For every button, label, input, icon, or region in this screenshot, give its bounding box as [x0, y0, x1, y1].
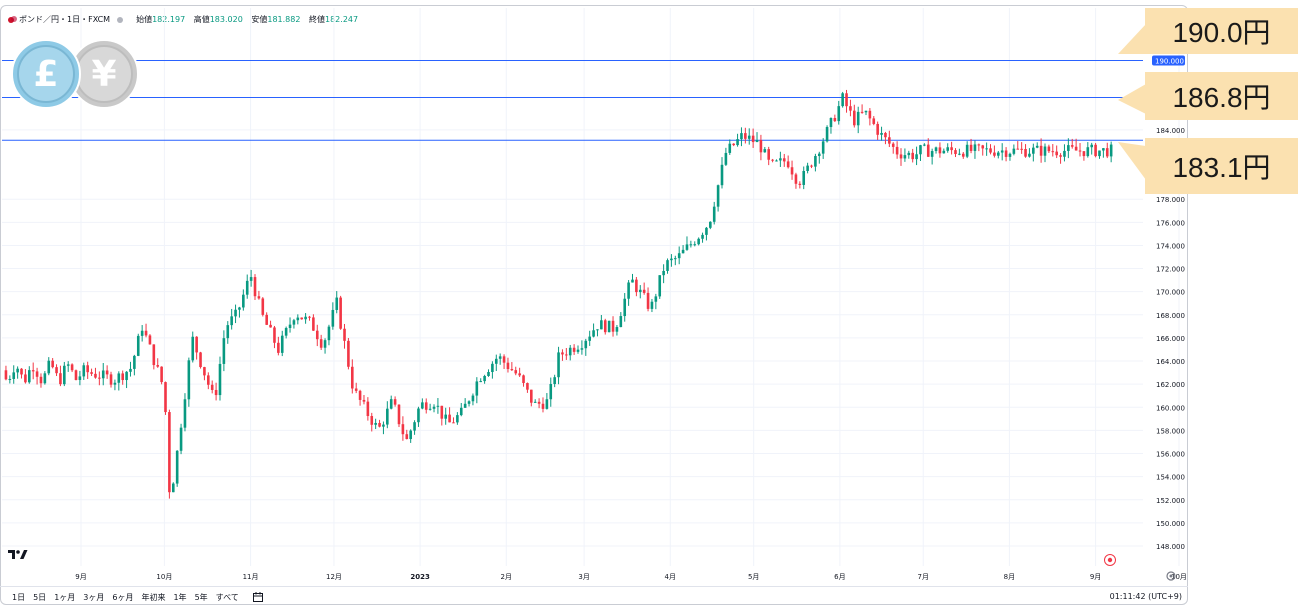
tradingview-logo-icon[interactable]: [8, 549, 28, 561]
yen-coin-icon: ¥: [69, 39, 138, 109]
timeframe-button[interactable]: すべて: [215, 593, 239, 602]
callout-186-8: 186.8円: [1145, 72, 1298, 120]
callout-183-1: 183.1円: [1145, 138, 1298, 194]
symbol-label[interactable]: ポンド／円・1日・FXCM: [8, 14, 110, 25]
calendar-range-icon[interactable]: [252, 591, 264, 603]
timeframe-button[interactable]: 1ヶ月: [54, 593, 76, 602]
timeframe-buttons: 1日 5日 1ヶ月 3ヶ月 6ヶ月 年初来 1年 5年 すべて: [12, 592, 239, 603]
callout-pointer-2: [1118, 84, 1146, 114]
timeframe-button[interactable]: 年初来: [141, 593, 166, 602]
close-label: 終値: [309, 15, 325, 24]
bottom-toolbar: 1日 5日 1ヶ月 3ヶ月 6ヶ月 年初来 1年 5年 すべて 01:11:42 (UTC+9): [0, 586, 1188, 607]
symbol-legend: ポンド／円・1日・FXCM 始値182.197 高値183.020 安値181.…: [8, 14, 358, 25]
high-label: 高値: [193, 15, 210, 24]
close-value: 182.247: [325, 15, 359, 24]
gear-icon[interactable]: [1165, 570, 1177, 582]
timeframe-button[interactable]: 5年: [194, 593, 208, 602]
flag-icon: [8, 16, 17, 23]
low-label: 安値: [251, 15, 268, 24]
market-status-icon: [117, 16, 124, 23]
target-icon[interactable]: [1103, 553, 1117, 567]
low-value: 181.882: [267, 15, 301, 24]
open-label: 始値: [136, 15, 153, 24]
timeframe-button[interactable]: 1年: [173, 593, 187, 602]
timeframe-button[interactable]: 6ヶ月: [112, 593, 134, 602]
open-value: 182.197: [152, 15, 186, 24]
currency-coins: ¥ £: [11, 39, 138, 109]
pound-glyph: £: [33, 54, 58, 95]
pound-coin-icon: £: [11, 39, 81, 109]
timeframe-button[interactable]: 1日: [12, 593, 26, 602]
callout-pointer-3: [1118, 142, 1146, 180]
ohlc-values: 始値182.197 高値183.020 安値181.882 終値182.247: [130, 14, 358, 25]
chart-frame: [0, 5, 1188, 605]
symbol-text: ポンド／円・1日・FXCM: [19, 15, 111, 24]
yen-glyph: ¥: [91, 54, 116, 95]
callout-pointer-1: [1118, 24, 1146, 54]
timeframe-button[interactable]: 3ヶ月: [83, 593, 105, 602]
high-value: 183.020: [209, 15, 243, 24]
timeframe-button[interactable]: 5日: [33, 593, 47, 602]
clock[interactable]: 01:11:42 (UTC+9): [1109, 592, 1182, 601]
callout-190: 190.0円: [1145, 8, 1298, 54]
